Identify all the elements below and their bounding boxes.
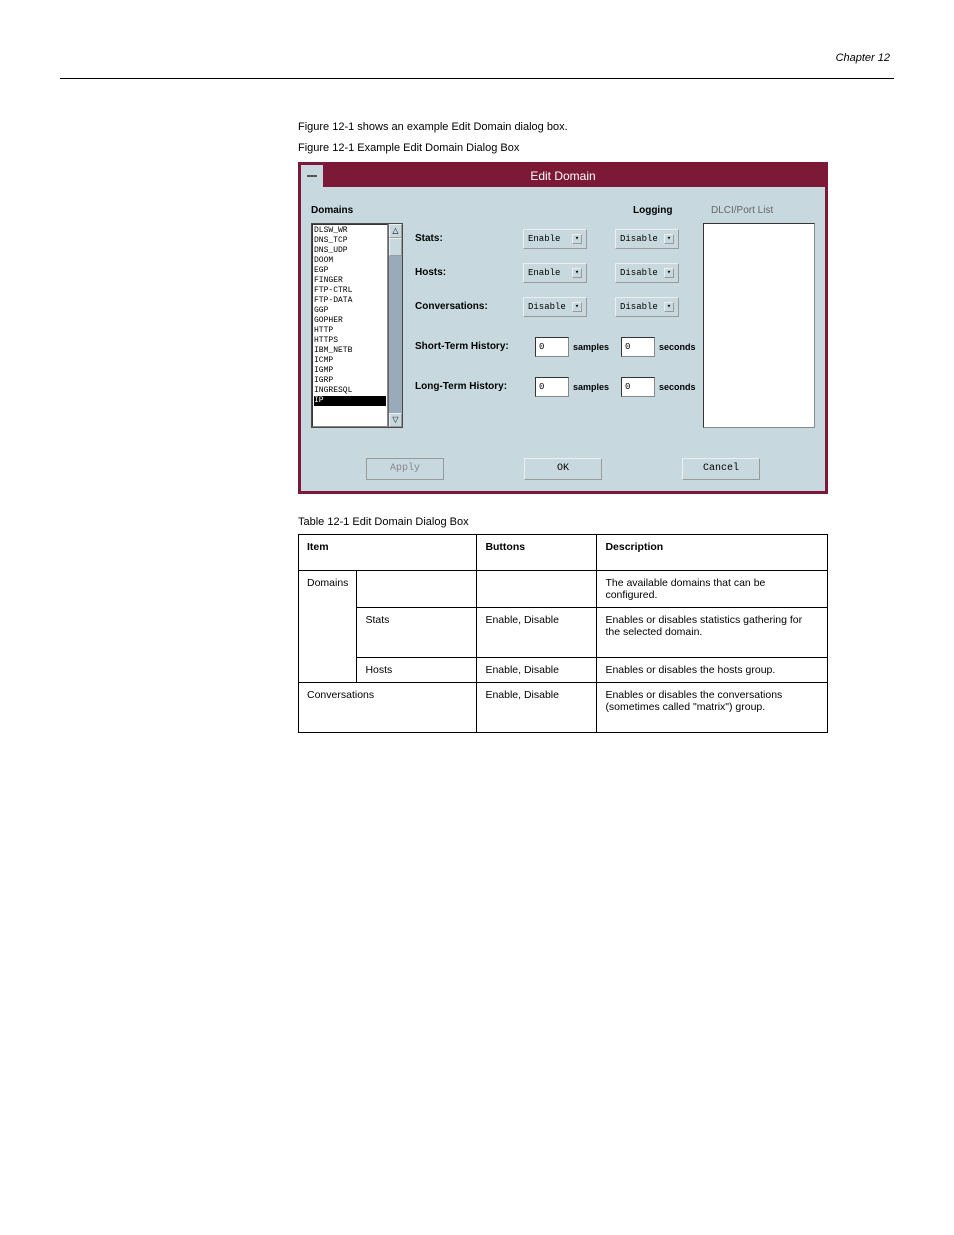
list-item[interactable]: GOPHER <box>314 316 386 326</box>
cancel-button[interactable]: Cancel <box>682 458 760 480</box>
conversations-label: Conversations: <box>415 301 488 312</box>
list-item[interactable]: HTTP <box>314 326 386 336</box>
short-samples-input[interactable]: 0 <box>535 337 569 357</box>
header-rule <box>60 78 894 79</box>
hosts-label: Hosts: <box>415 267 446 278</box>
logging-label: Logging <box>633 205 672 216</box>
long-seconds-input[interactable]: 0 <box>621 377 655 397</box>
dci-label: DLCI/Port List <box>711 205 773 216</box>
dialog-title: Edit Domain <box>530 169 595 183</box>
list-item[interactable]: DLSW_WR <box>314 226 386 236</box>
scroll-thumb[interactable] <box>389 238 402 256</box>
conversations-log-combo[interactable]: Disable▾ <box>615 297 679 317</box>
long-history-label: Long-Term History: <box>415 381 507 392</box>
th-buttons: Buttons <box>477 534 597 570</box>
td-r3-b: Enable, Disable <box>477 682 597 732</box>
short-seconds-input[interactable]: 0 <box>621 337 655 357</box>
figure-caption: Figure 12-1 Example Edit Domain Dialog B… <box>298 142 894 154</box>
td-r1-b: Enable, Disable <box>477 607 597 657</box>
table-caption: Table 12-1 Edit Domain Dialog Box <box>298 516 894 528</box>
stats-combo[interactable]: Enable▾ <box>523 229 587 249</box>
list-item[interactable]: ICMP <box>314 356 386 366</box>
chapter-label: Chapter 12 <box>60 52 894 64</box>
th-item: Item <box>299 534 477 570</box>
td-r3-c0: Conversations <box>299 682 477 732</box>
td-domains: Domains <box>299 570 357 682</box>
intro-text: Figure 12-1 shows an example Edit Domain… <box>298 119 828 136</box>
list-item[interactable]: EGP <box>314 266 386 276</box>
long-samples-input[interactable]: 0 <box>535 377 569 397</box>
td-r3-d: Enables or disables the conversations (s… <box>597 682 828 732</box>
apply-button[interactable]: Apply <box>366 458 444 480</box>
list-item[interactable]: DNS_TCP <box>314 236 386 246</box>
chevron-down-icon: ▾ <box>664 268 674 278</box>
th-description: Description <box>597 534 828 570</box>
td-r2-c1: Hosts <box>357 657 477 682</box>
list-item[interactable]: FINGER <box>314 276 386 286</box>
list-item[interactable]: GGP <box>314 306 386 316</box>
scroll-up-icon[interactable]: △ <box>389 224 402 238</box>
system-menu-icon[interactable] <box>301 165 323 187</box>
samples-unit: samples <box>573 342 609 352</box>
list-item[interactable]: IBM_NETB <box>314 346 386 356</box>
td-r0-b <box>477 570 597 607</box>
dci-port-list[interactable] <box>703 223 815 428</box>
td-r1-d: Enables or disables statistics gathering… <box>597 607 828 657</box>
chevron-down-icon: ▾ <box>572 234 582 244</box>
samples-unit-2: samples <box>573 382 609 392</box>
list-item[interactable]: INGRESQL <box>314 386 386 396</box>
list-item[interactable]: HTTPS <box>314 336 386 346</box>
edit-domain-table: Item Buttons Description Domains The ava… <box>298 534 828 733</box>
scrollbar[interactable]: △ ▽ <box>388 224 402 427</box>
scroll-down-icon[interactable]: ▽ <box>389 413 402 427</box>
seconds-unit-2: seconds <box>659 382 696 392</box>
domains-label: Domains <box>311 205 353 216</box>
hosts-log-combo[interactable]: Disable▾ <box>615 263 679 283</box>
stats-log-combo[interactable]: Disable▾ <box>615 229 679 249</box>
td-r1-c1: Stats <box>357 607 477 657</box>
list-item[interactable]: IGRP <box>314 376 386 386</box>
short-history-label: Short-Term History: <box>415 341 509 352</box>
domains-listbox[interactable]: DLSW_WRDNS_TCPDNS_UDPDOOMEGPFINGERFTP-CT… <box>311 223 403 428</box>
list-item[interactable]: IGMP <box>314 366 386 376</box>
dialog-titlebar: Edit Domain <box>301 165 825 187</box>
list-item[interactable]: FTP-CTRL <box>314 286 386 296</box>
edit-domain-dialog: Edit Domain Domains Logging DLCI/Port Li… <box>298 162 828 494</box>
list-item[interactable]: FTP-DATA <box>314 296 386 306</box>
ok-button[interactable]: OK <box>524 458 602 480</box>
list-item[interactable]: IP <box>314 396 386 406</box>
seconds-unit: seconds <box>659 342 696 352</box>
chevron-down-icon: ▾ <box>664 234 674 244</box>
td-r2-b: Enable, Disable <box>477 657 597 682</box>
td-r0-d: The available domains that can be config… <box>597 570 828 607</box>
stats-label: Stats: <box>415 233 443 244</box>
td-r0-c1 <box>357 570 477 607</box>
chevron-down-icon: ▾ <box>664 302 674 312</box>
td-r2-d: Enables or disables the hosts group. <box>597 657 828 682</box>
list-item[interactable]: DOOM <box>314 256 386 266</box>
list-item[interactable]: DNS_UDP <box>314 246 386 256</box>
conversations-combo[interactable]: Disable▾ <box>523 297 587 317</box>
chevron-down-icon: ▾ <box>572 268 582 278</box>
hosts-combo[interactable]: Enable▾ <box>523 263 587 283</box>
chevron-down-icon: ▾ <box>572 302 582 312</box>
